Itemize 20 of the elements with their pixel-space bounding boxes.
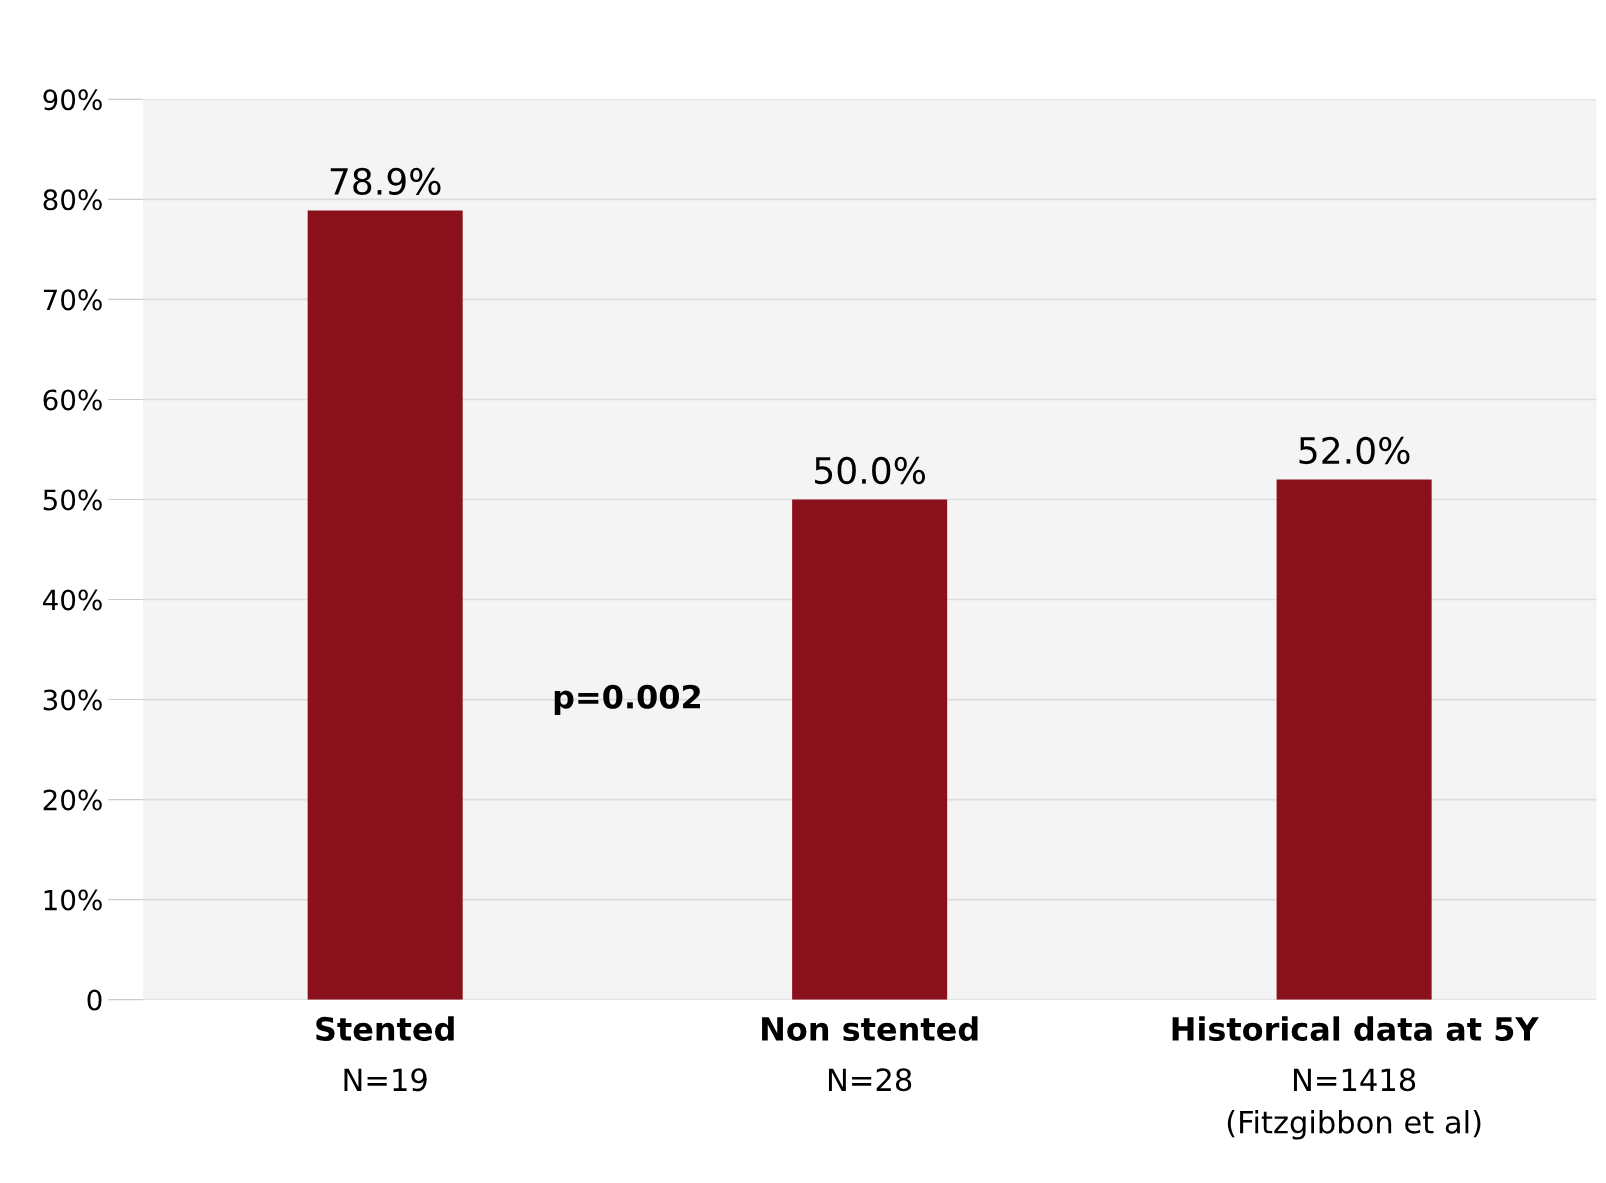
data-label: 52.0% (1299, 436, 1410, 465)
data-label: 50.0% (815, 456, 926, 485)
y-tick-label: 10% (44, 889, 102, 911)
y-tick-label: 60% (43, 389, 102, 411)
x-tick-label: Historical data at 5Y N=1418 (Fitzgibbon et al) (1172, 1016, 1539, 1140)
x-tick-label: Non stented N=28 (762, 1016, 978, 1092)
data-label: 78.9% (330, 167, 441, 196)
y-tick-label: 0 (87, 989, 102, 1011)
y-tick-label: 40% (42, 589, 102, 611)
y-tick-label: 30% (43, 689, 102, 711)
y-tick-label: 90% (43, 89, 102, 111)
y-tick-label: 80% (43, 189, 102, 211)
bar (792, 499, 948, 1000)
annotation: p=0.002 (554, 684, 700, 716)
x-tick-label: Stented N=19 (316, 1016, 454, 1092)
bar (307, 210, 463, 1000)
y-tick-label: 20% (43, 789, 102, 811)
bar (1276, 479, 1432, 1000)
y-tick-label: 70% (43, 289, 102, 311)
y-tick-label: 50% (43, 489, 102, 511)
